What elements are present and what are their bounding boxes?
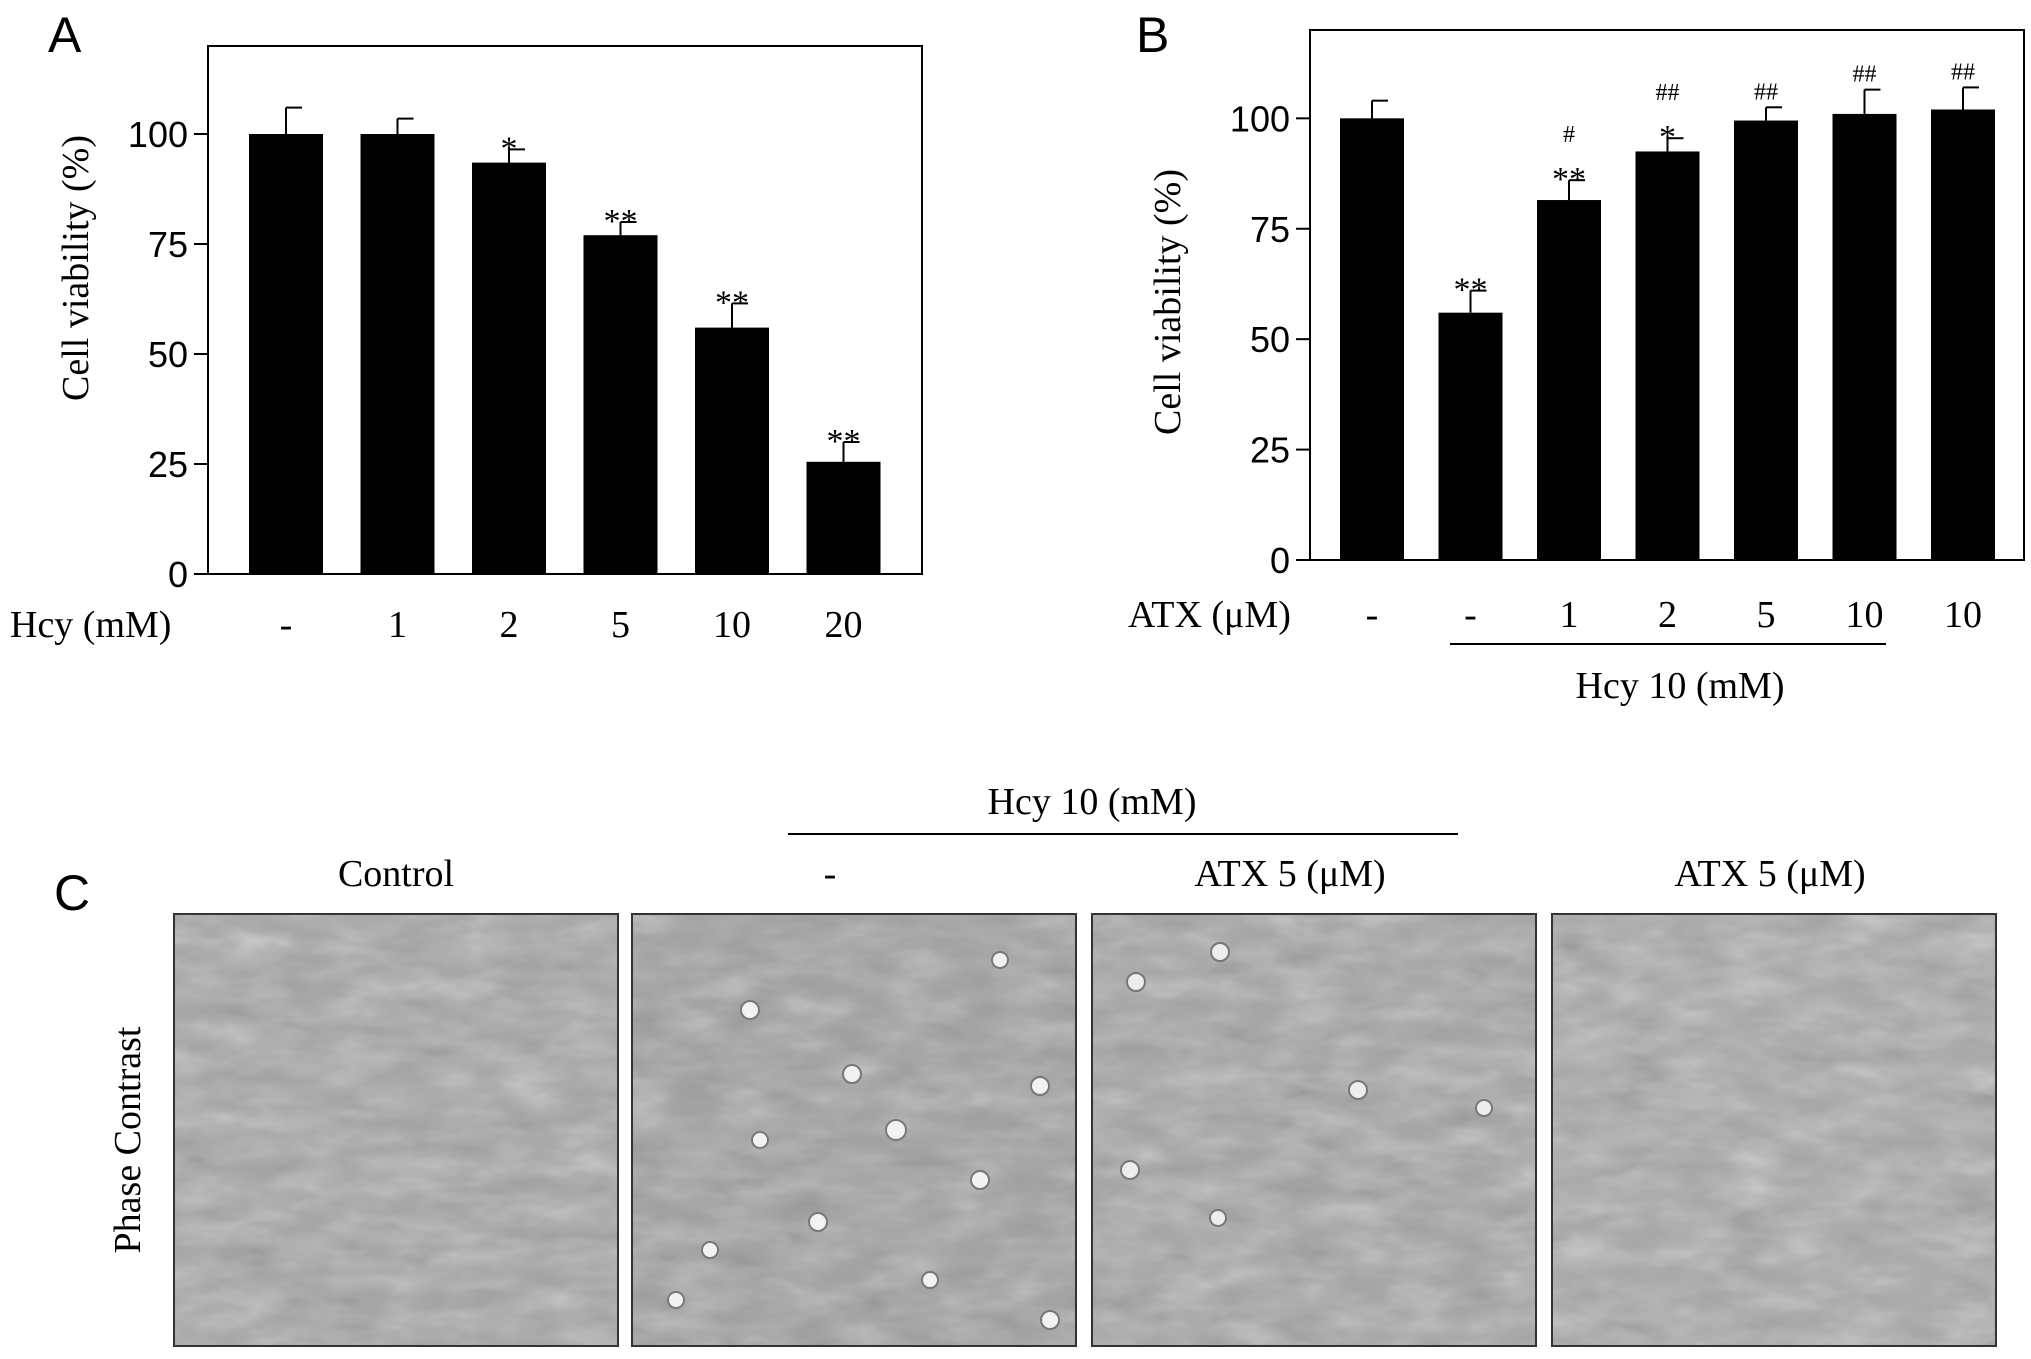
panel-b-letter: B: [1136, 7, 1169, 63]
panel-a-y-tick-label: 50: [148, 334, 188, 375]
panel-b-significance-mark: #: [1563, 122, 1575, 148]
panel-b: B Cell viability (%) ATX (μM) 0255075100…: [1128, 7, 2025, 707]
panel-a-y-axis-label: Cell viability (%): [55, 135, 97, 401]
panel-c-column-label-atx: ATX 5 (μM): [1674, 853, 1865, 895]
panel-c-letter: C: [54, 865, 90, 921]
panel-b-bar: [1832, 113, 1897, 561]
panel-a-significance-mark: **: [604, 203, 638, 240]
panel-a-y-tick-label: 75: [148, 224, 188, 265]
panel-b-significance-mark: ##: [1754, 79, 1778, 105]
panel-a-significance-mark: *: [501, 130, 518, 167]
panel-a-y-tick-label: 100: [128, 114, 188, 155]
panel-b-significance-mark: ##: [1951, 59, 1975, 85]
panel-b-x-axis-label: ATX (μM): [1128, 594, 1291, 636]
panel-a-category-label: 1: [388, 604, 407, 646]
panel-b-bar: [1438, 312, 1503, 560]
panel-b-y-tick-label: 0: [1270, 540, 1290, 581]
panel-b-bar: [1537, 200, 1601, 560]
panel-a-bar: [806, 461, 881, 574]
panel-b-category-label: 10: [1846, 594, 1884, 636]
panel-a-y-tick-label: 0: [168, 554, 188, 595]
panel-b-significance-mark: **: [1454, 272, 1488, 309]
panel-b-y-axis-label: Cell viability (%): [1147, 169, 1189, 435]
panel-a: A Cell viability (%) Hcy (mM) 0255075100…: [10, 7, 923, 646]
panel-b-significance-mark: **: [1552, 161, 1586, 198]
panel-a-y-tick-label: 25: [148, 444, 188, 485]
panel-a-bar: [695, 327, 769, 574]
panel-a-category-label: 5: [611, 604, 630, 646]
panel-c-column-label-hcy-atx: ATX 5 (μM): [1194, 853, 1385, 895]
panel-b-category-label: -: [1464, 594, 1477, 636]
panel-c-row-label: Phase Contrast: [107, 1026, 149, 1253]
panel-b-category-label: 10: [1944, 594, 1982, 636]
panel-a-category-label: 10: [713, 604, 751, 646]
panel-c-group-label: Hcy 10 (mM): [988, 781, 1197, 823]
panel-b-bar: [1734, 120, 1798, 561]
micrograph-atx: [1551, 913, 1997, 1347]
panel-b-bar: [1635, 151, 1700, 561]
panel-b-significance-mark: ##: [1853, 62, 1877, 88]
panel-a-x-axis-label: Hcy (mM): [10, 604, 171, 646]
panel-a-category-label: 2: [500, 604, 519, 646]
panel-a-significance-mark: **: [715, 284, 749, 321]
panel-b-bar: [1340, 118, 1404, 560]
panel-a-bar: [249, 134, 323, 574]
panel-b-y-tick-label: 25: [1250, 430, 1290, 471]
panel-c: C Hcy 10 (mM) Control - ATX 5 (μM) ATX 5…: [54, 781, 1997, 1347]
panel-a-bar: [360, 134, 435, 574]
panel-a-category-label: 20: [825, 604, 863, 646]
panel-b-category-label: 2: [1658, 594, 1677, 636]
micrograph-hcy-atx: [1091, 913, 1537, 1347]
panel-b-y-tick-label: 75: [1250, 209, 1290, 250]
panel-b-significance-mark: *: [1659, 119, 1676, 156]
panel-a-category-label: -: [280, 604, 293, 646]
panel-b-group-label: Hcy 10 (mM): [1576, 665, 1785, 707]
panel-b-category-label: -: [1366, 594, 1379, 636]
panel-b-y-tick-label: 50: [1250, 319, 1290, 360]
panel-a-plot-frame: [207, 45, 923, 575]
panel-c-column-label-control: Control: [338, 853, 454, 895]
micrograph-hcy: [631, 913, 1077, 1347]
panel-a-letter: A: [48, 7, 82, 63]
panel-a-bar: [472, 162, 546, 574]
panel-b-y-tick-label: 100: [1230, 98, 1290, 139]
micrograph-control: [173, 913, 619, 1347]
panel-a-bar: [583, 235, 658, 574]
panel-b-plot-area: 0 25 50 75 100 - ** - # ** 1 ## * 2 ## 5 ## 10 ## 10: [1230, 59, 1995, 636]
panel-c-column-label-hcy: -: [824, 853, 837, 895]
panel-a-plot-area: 0 25 50 75 100 - 1 * 2 ** 5 ** 10 ** 20: [128, 106, 881, 646]
panel-a-significance-mark: **: [827, 423, 861, 460]
panel-b-bar: [1931, 109, 1995, 560]
panel-b-significance-mark: ##: [1656, 80, 1680, 106]
panel-b-category-label: 5: [1757, 594, 1776, 636]
panel-b-category-label: 1: [1560, 594, 1579, 636]
